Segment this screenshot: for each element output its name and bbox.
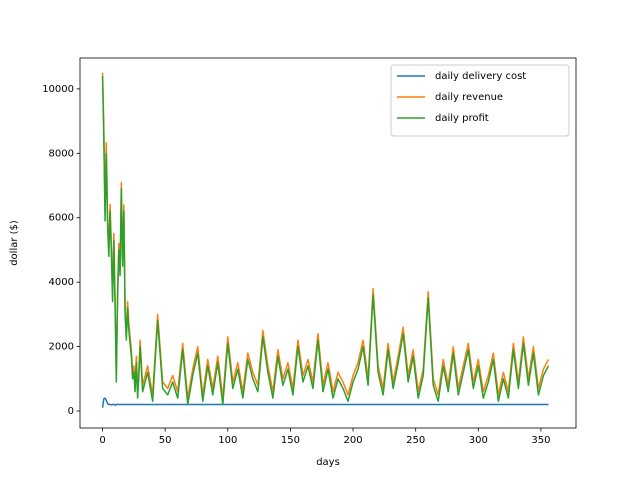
x-tick-label: 100 (218, 435, 237, 446)
data-line (101, 76, 550, 406)
x-tick-label: 350 (531, 435, 550, 446)
data-line (101, 397, 549, 408)
legend-label: daily revenue (435, 92, 503, 103)
x-tick-label: 300 (469, 435, 488, 446)
y-tick-label: 6000 (49, 213, 74, 224)
x-tick-label: 0 (99, 435, 105, 446)
x-tick-label: 200 (344, 435, 363, 446)
y-tick-label: 4000 (49, 277, 74, 288)
legend-label: daily profit (435, 113, 489, 124)
x-tick-label: 150 (281, 435, 300, 446)
y-tick-label: 10000 (42, 84, 74, 95)
x-tick-label: 250 (406, 435, 425, 446)
x-tick-label: 50 (159, 435, 172, 446)
legend-box (390, 64, 570, 137)
y-tick-label: 0 (68, 406, 74, 417)
x-axis-label: days (316, 457, 340, 468)
y-axis-label: dollar ($) (9, 220, 20, 266)
plot-frame (79, 57, 577, 429)
y-tick-label: 2000 (49, 342, 74, 353)
legend-label: daily delivery cost (435, 71, 526, 82)
y-tick-label: 8000 (49, 148, 74, 159)
